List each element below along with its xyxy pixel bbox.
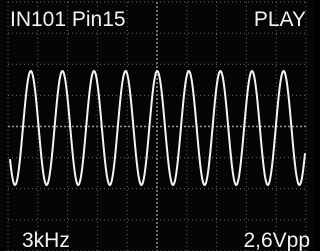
frequency-label: 3kHz	[22, 229, 70, 251]
amplitude-label: 2,6Vpp	[243, 229, 310, 251]
mode-label: PLAY	[254, 8, 306, 31]
channel-label: IN101 Pin15	[10, 8, 126, 31]
scope-screen: IN101 Pin15 PLAY 3kHz 2,6Vpp	[0, 0, 315, 251]
page: IN101 Pin15 PLAY 3kHz 2,6Vpp (() => { co…	[0, 0, 320, 251]
screen-background	[0, 0, 315, 251]
